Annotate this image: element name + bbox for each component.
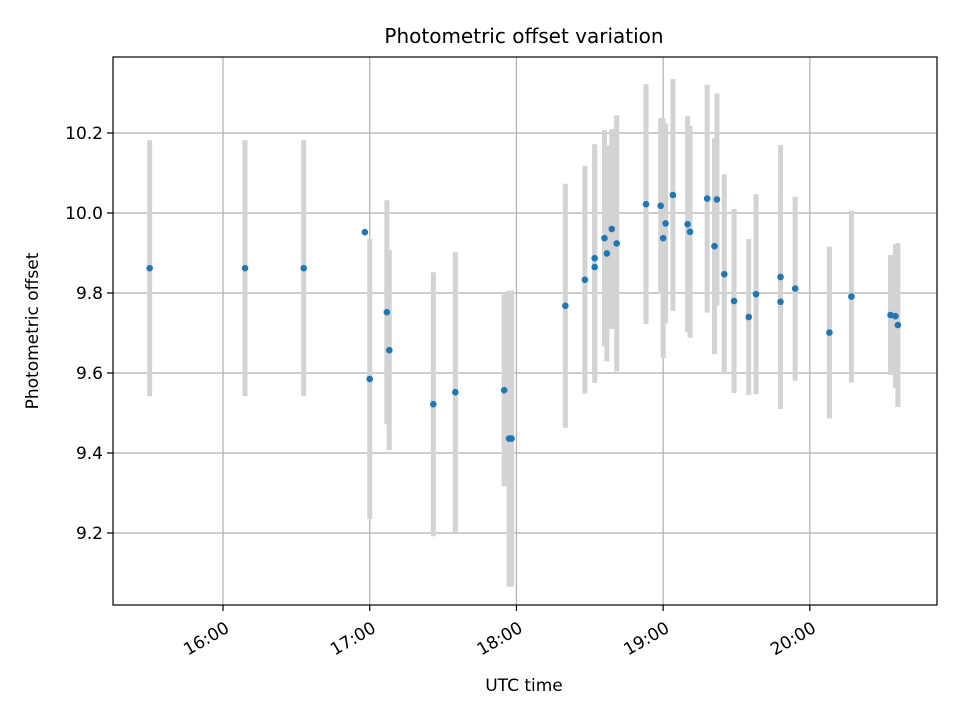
- data-point: [430, 400, 437, 408]
- y-tick-label: 9.8: [76, 284, 103, 304]
- data-point: [383, 308, 391, 316]
- x-tick-label: 19:00: [621, 618, 673, 660]
- chart-title: Photometric offset variation: [384, 24, 663, 48]
- y-axis-title: Photometric offset: [23, 252, 43, 409]
- data-point: [777, 298, 784, 306]
- data-point: [361, 228, 369, 236]
- x-axis-title: UTC time: [485, 676, 563, 696]
- data-point: [894, 321, 902, 329]
- data-point: [601, 234, 608, 242]
- data-points: [146, 191, 902, 442]
- data-point: [608, 225, 616, 233]
- data-point: [730, 297, 738, 305]
- data-point: [581, 276, 589, 284]
- x-tick-label: 17:00: [327, 618, 379, 660]
- data-point: [752, 290, 760, 298]
- data-point: [686, 228, 694, 236]
- data-point: [720, 270, 728, 278]
- data-point: [146, 264, 153, 272]
- x-axis-ticks: 16:00 17:00 18:00 19:00 20:00: [180, 605, 820, 660]
- data-point: [662, 220, 669, 227]
- data-point: [713, 196, 721, 203]
- y-axis-ticks: 9.2 9.4 9.6 9.8 10.0 10.2: [65, 124, 113, 544]
- error-bars: [147, 79, 901, 587]
- data-point: [591, 263, 598, 271]
- data-point: [603, 250, 611, 257]
- data-point: [659, 234, 667, 242]
- data-point: [892, 312, 899, 320]
- data-point: [366, 375, 374, 383]
- y-tick-label: 10.0: [65, 204, 103, 224]
- data-point: [241, 264, 249, 272]
- data-point: [791, 285, 799, 292]
- x-tick-label: 16:00: [180, 618, 232, 660]
- grid-lines: [113, 57, 937, 605]
- data-point: [703, 195, 711, 202]
- data-point: [591, 254, 598, 262]
- data-point: [452, 388, 459, 396]
- y-tick-label: 9.2: [76, 524, 103, 544]
- data-point: [777, 273, 784, 281]
- data-point: [848, 293, 855, 300]
- data-point: [500, 386, 508, 394]
- data-point: [684, 220, 691, 228]
- y-tick-label: 10.2: [65, 124, 103, 144]
- x-tick-label: 20:00: [767, 618, 819, 660]
- y-tick-label: 9.6: [76, 364, 103, 384]
- x-tick-label: 18:00: [474, 618, 526, 660]
- data-point: [642, 200, 650, 208]
- y-tick-label: 9.4: [76, 444, 103, 464]
- data-point: [657, 202, 665, 210]
- plot-frame: [112, 56, 938, 606]
- data-point: [613, 240, 620, 247]
- data-point: [562, 302, 569, 310]
- data-point: [385, 346, 393, 354]
- data-point: [300, 264, 308, 272]
- data-point: [745, 313, 753, 321]
- data-point: [508, 435, 515, 442]
- data-point: [711, 242, 718, 250]
- data-point: [826, 329, 833, 336]
- data-point: [669, 191, 677, 199]
